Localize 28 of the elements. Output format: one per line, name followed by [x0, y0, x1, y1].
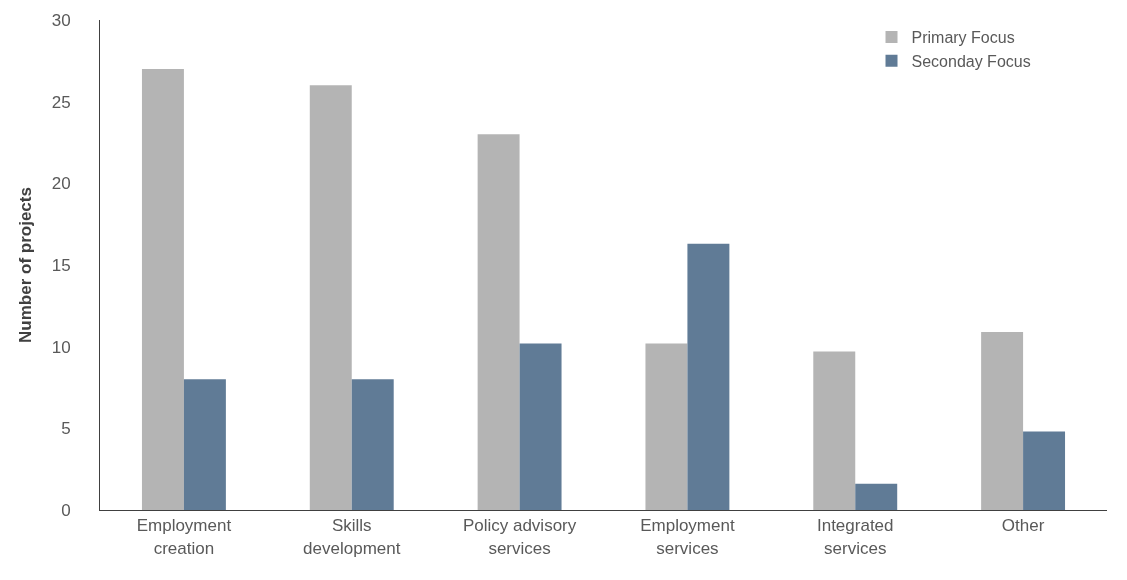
bar [183, 379, 226, 510]
bar [141, 69, 184, 510]
y-tick-label: 30 [51, 10, 71, 30]
bar [477, 134, 520, 510]
x-tick-label: Policy advisory services [462, 516, 577, 558]
x-tick-label: Integrated services [816, 516, 894, 558]
x-tick-label: Skills development [303, 516, 401, 558]
bar [351, 379, 394, 510]
y-axis-title: Number of projects [16, 187, 36, 343]
x-tick-label: Other [1001, 516, 1045, 536]
legend-label: Primary Focus [911, 29, 1015, 47]
y-tick-label: 5 [61, 419, 71, 439]
bar [981, 331, 1024, 510]
y-tick-label: 20 [51, 174, 71, 194]
bar [855, 483, 898, 510]
bar [813, 351, 856, 510]
y-tick-label: 0 [61, 500, 71, 520]
y-tick-label: 10 [51, 337, 71, 357]
y-tick-label: 15 [51, 255, 71, 275]
y-tick-label: 25 [51, 92, 71, 112]
bar [1023, 431, 1066, 510]
legend-label: Seconday Focus [911, 52, 1031, 70]
bar [645, 343, 688, 510]
bar [309, 85, 352, 510]
bar [519, 343, 562, 510]
x-tick-label: Employment services [640, 516, 735, 558]
x-tick-label: Employment creation [136, 516, 232, 558]
bar [687, 243, 730, 510]
